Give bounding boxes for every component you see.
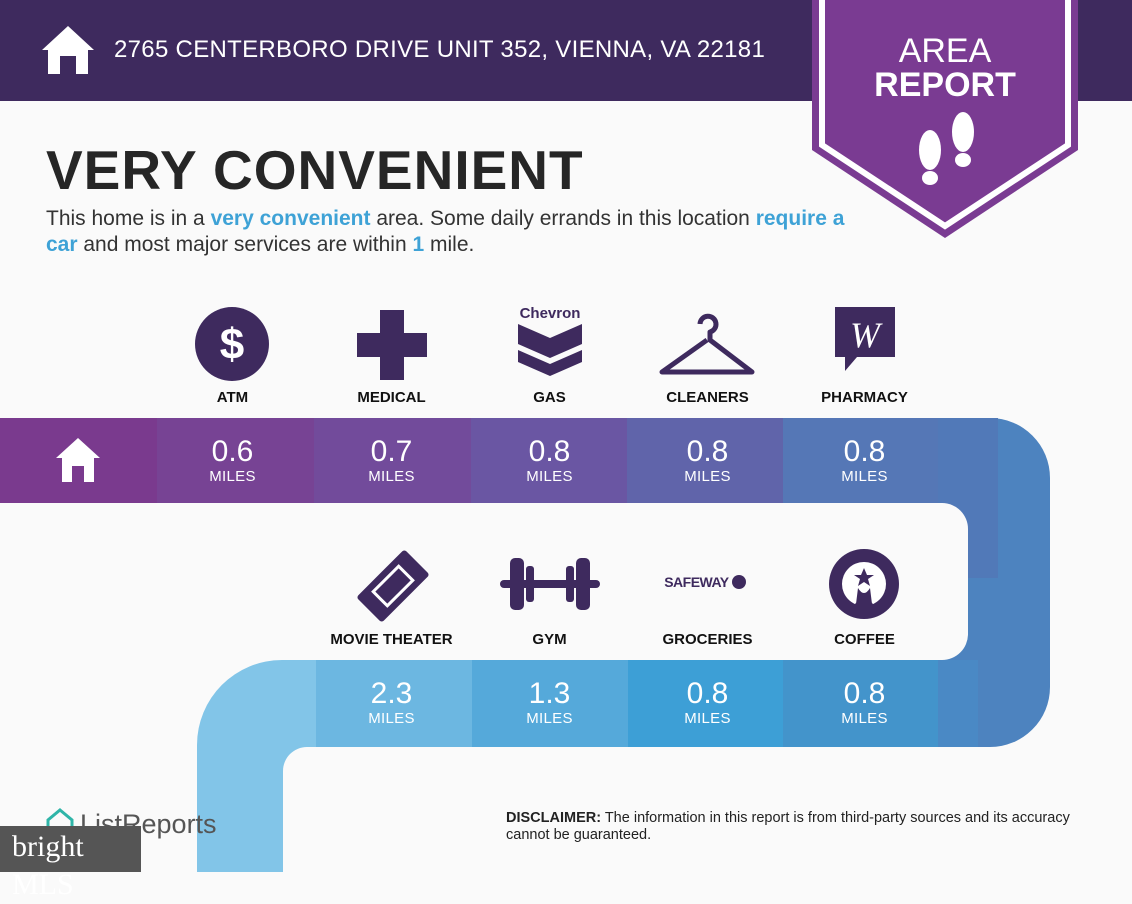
distance-movie-theater: 2.3 MILES [368, 677, 415, 728]
bright-mls-watermark: bright MLS [0, 826, 141, 901]
dumbbell-icon [500, 558, 600, 610]
address: 2765 CENTERBORO DRIVE UNIT 352, VIENNA, … [114, 36, 766, 63]
svg-text:$: $ [220, 320, 244, 369]
description: This home is in a very convenient area. … [46, 207, 845, 256]
medical-cross-icon [357, 310, 427, 380]
home-icon [56, 438, 100, 482]
distance-gas: 0.8 MILES [526, 435, 573, 486]
distance-cleaners: 0.8 MILES [684, 435, 731, 486]
distance-medical: 0.7 MILES [368, 435, 415, 486]
badge-line2: REPORT [874, 66, 1016, 104]
distance-atm: 0.6 MILES [209, 435, 256, 486]
hanger-icon [659, 313, 755, 375]
category-gym: GYM [532, 631, 567, 648]
ticket-icon [357, 550, 429, 622]
home-icon [42, 26, 94, 74]
category-atm: ATM [216, 389, 249, 406]
category-movie-theater: MOVIE THEATER [330, 631, 453, 648]
page-title: VERY CONVENIENT [46, 139, 584, 201]
chevron-logo [518, 324, 582, 376]
dollar-icon: $ [195, 307, 269, 381]
category-gas: GAS [533, 389, 566, 406]
disclaimer: DISCLAIMER: The information in this repo… [506, 810, 1070, 843]
chevron-logo-text: Chevron [519, 305, 581, 322]
category-coffee: COFFEE [834, 631, 895, 648]
safeway-logo: SAFEWAY [655, 574, 755, 590]
category-medical: MEDICAL [357, 389, 426, 406]
footprints-icon [919, 112, 974, 185]
distance-gym: 1.3 MILES [526, 677, 573, 728]
distance-groceries: 0.8 MILES [684, 677, 731, 728]
starbucks-logo [829, 549, 899, 619]
badge-line1: AREA [898, 32, 992, 70]
category-cleaners: CLEANERS [666, 389, 749, 406]
walgreens-logo: W [835, 307, 895, 371]
distance-pharmacy: 0.8 MILES [841, 435, 888, 486]
area-report-badge [812, 0, 1078, 238]
route-band [0, 418, 1050, 872]
category-pharmacy: PHARMACY [821, 389, 908, 406]
svg-text:W: W [850, 315, 883, 355]
distance-coffee: 0.8 MILES [841, 677, 888, 728]
category-groceries: GROCERIES [662, 631, 753, 648]
